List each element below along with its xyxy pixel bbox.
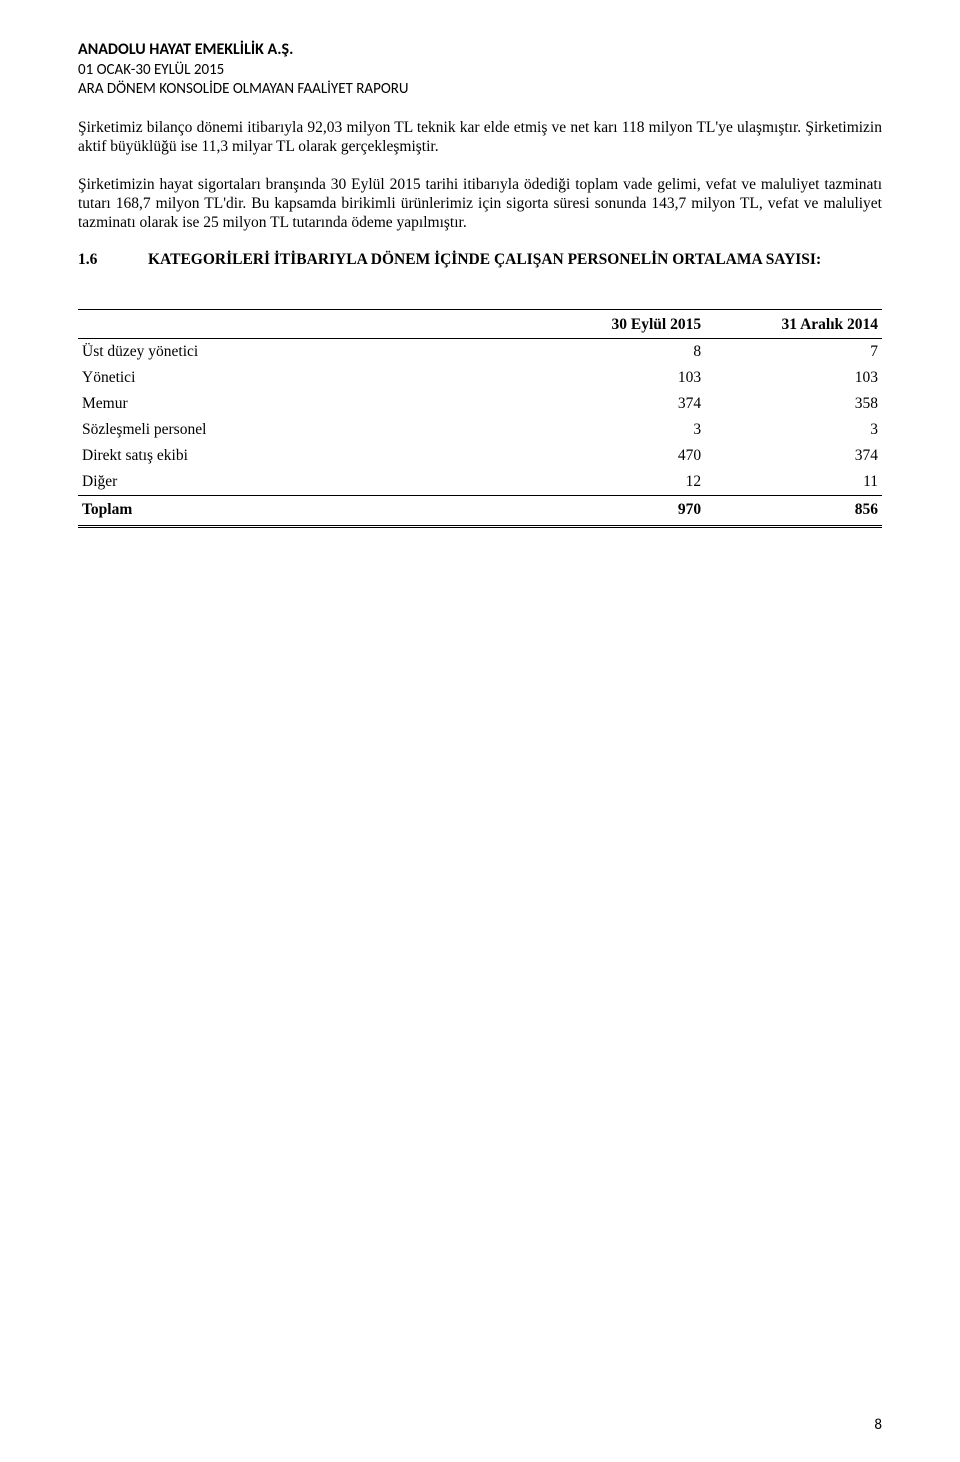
row-label: Diğer: [78, 469, 528, 496]
table-row: Memur 374 358: [78, 391, 882, 417]
document-header: ANADOLU HAYAT EMEKLİLİK A.Ş. 01 OCAK-30 …: [78, 40, 882, 100]
section-number: 1.6: [78, 251, 148, 269]
page-number: 8: [874, 1416, 882, 1434]
row-value-1: 374: [528, 391, 705, 417]
table-header-row: 30 Eylül 2015 31 Aralık 2014: [78, 309, 882, 338]
table-row: Sözleşmeli personel 3 3: [78, 417, 882, 443]
body-paragraph-1: Şirketimiz bilanço dönemi itibarıyla 92,…: [78, 118, 882, 157]
personnel-table: 30 Eylül 2015 31 Aralık 2014 Üst düzey y…: [78, 309, 882, 528]
table-header-blank: [78, 309, 528, 338]
row-value-1: 470: [528, 443, 705, 469]
row-value-2: 7: [705, 338, 882, 365]
row-label: Memur: [78, 391, 528, 417]
row-value-1: 8: [528, 338, 705, 365]
report-period: 01 OCAK-30 EYLÜL 2015: [78, 61, 882, 81]
row-label: Üst düzey yönetici: [78, 338, 528, 365]
row-value-2: 374: [705, 443, 882, 469]
row-value-1: 3: [528, 417, 705, 443]
table-body: Üst düzey yönetici 8 7 Yönetici 103 103 …: [78, 338, 882, 526]
row-value-1: 103: [528, 365, 705, 391]
total-value-2: 856: [705, 495, 882, 526]
section-title: KATEGORİLERİ İTİBARIYLA DÖNEM İÇİNDE ÇAL…: [148, 251, 882, 269]
total-value-1: 970: [528, 495, 705, 526]
table-row: Yönetici 103 103: [78, 365, 882, 391]
row-value-2: 358: [705, 391, 882, 417]
table-header-col1: 30 Eylül 2015: [528, 309, 705, 338]
table-row: Diğer 12 11: [78, 469, 882, 496]
row-label: Sözleşmeli personel: [78, 417, 528, 443]
row-label: Direkt satış ekibi: [78, 443, 528, 469]
table-total-row: Toplam 970 856: [78, 495, 882, 526]
section-heading: 1.6 KATEGORİLERİ İTİBARIYLA DÖNEM İÇİNDE…: [78, 251, 882, 269]
row-label: Yönetici: [78, 365, 528, 391]
report-title: ARA DÖNEM KONSOLİDE OLMAYAN FAALİYET RAP…: [78, 80, 882, 100]
table-row: Direkt satış ekibi 470 374: [78, 443, 882, 469]
total-label: Toplam: [78, 495, 528, 526]
row-value-2: 3: [705, 417, 882, 443]
row-value-2: 11: [705, 469, 882, 496]
table-header-col2: 31 Aralık 2014: [705, 309, 882, 338]
body-paragraph-2: Şirketimizin hayat sigortaları branşında…: [78, 175, 882, 233]
row-value-1: 12: [528, 469, 705, 496]
row-value-2: 103: [705, 365, 882, 391]
company-name: ANADOLU HAYAT EMEKLİLİK A.Ş.: [78, 40, 882, 61]
table-row: Üst düzey yönetici 8 7: [78, 338, 882, 365]
